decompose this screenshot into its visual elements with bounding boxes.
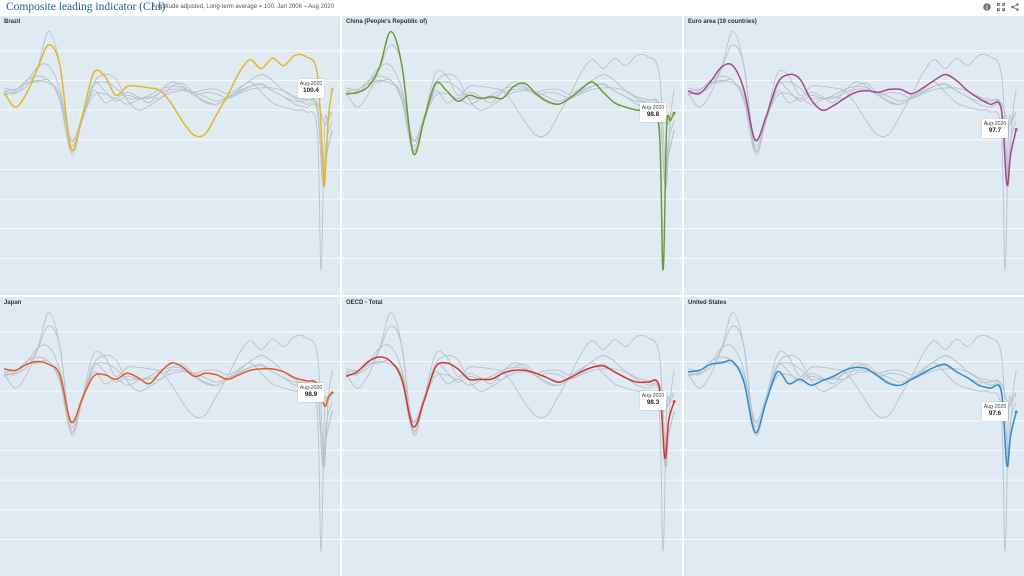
callout-date: Aug-2020 <box>983 121 1007 127</box>
panel-title: Euro area (19 countries) <box>688 19 757 25</box>
panel-euro-area: Euro area (19 countries) Aug-2020 97.7 <box>684 16 1024 295</box>
context-series-line <box>687 356 1017 459</box>
series-line <box>3 44 333 188</box>
panel-title: OECD - Total <box>346 300 383 306</box>
callout-value: 98.3 <box>646 399 660 406</box>
context-series-line <box>687 80 1017 143</box>
panel-plot <box>684 31 1024 271</box>
panel-plot <box>684 312 1024 552</box>
page-title: Composite leading indicator (CLI) <box>6 1 166 13</box>
callout-date: Aug-2020 <box>299 385 323 391</box>
last-point-marker <box>672 111 676 115</box>
context-series-line <box>345 344 675 467</box>
panel-title: United States <box>688 300 727 306</box>
panel-title: China (People's Republic of) <box>346 19 428 25</box>
callout-value: 97.7 <box>988 127 1002 134</box>
context-series-line <box>687 75 1017 178</box>
callout-value: 98.9 <box>304 391 318 398</box>
value-callout: Aug-2020 98.8 <box>640 103 666 122</box>
last-point-marker <box>1014 128 1018 131</box>
header: Composite leading indicator (CLI) Amplit… <box>0 0 1024 16</box>
gridlines <box>0 50 340 259</box>
callout-value: 97.6 <box>988 410 1002 417</box>
panel-oecd-total: OECD - Total Aug-2020 98.3 <box>342 297 682 576</box>
share-icon[interactable] <box>1010 2 1020 12</box>
context-series-line <box>687 325 1017 468</box>
context-series-line <box>345 325 675 468</box>
value-callout: Aug-2020 98.9 <box>298 383 324 402</box>
context-series-line <box>345 63 675 186</box>
context-series-line <box>3 359 333 467</box>
value-callout: Aug-2020 100.4 <box>298 79 324 98</box>
context-series-line <box>345 78 675 186</box>
series-line <box>687 62 1017 187</box>
series-line <box>345 356 675 459</box>
panel-japan: Japan Aug-2020 98.9 <box>0 297 340 576</box>
context-series-line <box>687 31 1017 271</box>
context-series-line <box>687 44 1017 187</box>
context-series-line <box>687 312 1017 552</box>
callout-value: 98.8 <box>646 111 660 118</box>
series-line <box>345 30 675 271</box>
page-subtitle: Amplitude adjusted, Long-term average = … <box>152 4 334 10</box>
context-series-line <box>3 325 333 468</box>
panel-plot <box>0 312 340 552</box>
callout-date: Aug-2020 <box>299 81 323 87</box>
panel-brazil: Brazil Aug-2020 100.4 <box>0 16 340 295</box>
value-callout: Aug-2020 97.7 <box>982 119 1008 138</box>
context-series-line <box>3 80 333 143</box>
value-callout: Aug-2020 98.3 <box>640 391 666 410</box>
context-series-line <box>687 361 1017 424</box>
value-callout: Aug-2020 97.6 <box>982 402 1008 421</box>
panel-plot <box>342 30 682 271</box>
context-series-line <box>3 63 333 186</box>
fullscreen-icon[interactable] <box>996 2 1006 12</box>
context-series-line <box>3 344 333 467</box>
panel-title: Japan <box>4 300 22 306</box>
context-series-line <box>3 78 333 186</box>
last-point-marker <box>330 391 334 394</box>
panel-title: Brazil <box>4 19 21 25</box>
callout-value: 100.4 <box>303 87 319 94</box>
gridlines <box>684 50 1024 259</box>
info-icon-glyph: i <box>986 5 988 11</box>
callout-date: Aug-2020 <box>641 105 665 111</box>
context-series-line <box>3 312 333 552</box>
panel-china: China (People's Republic of) Aug-2020 98… <box>342 16 682 295</box>
toolbar: i <box>982 2 1020 12</box>
panel-plot <box>0 31 340 271</box>
callout-date: Aug-2020 <box>983 404 1007 410</box>
context-series-line <box>345 44 675 187</box>
panel-united-states: United States Aug-2020 97.6 <box>684 297 1024 576</box>
panel-plot <box>342 312 682 552</box>
callout-date: Aug-2020 <box>641 393 665 399</box>
last-point-marker <box>330 88 334 91</box>
context-series-line <box>345 75 675 178</box>
gridlines <box>342 50 682 259</box>
context-series-line <box>345 312 675 552</box>
series-line <box>687 359 1017 468</box>
context-series-line <box>3 31 333 271</box>
series-line <box>3 360 333 424</box>
context-series-line <box>3 75 333 178</box>
context-series-line <box>3 356 333 459</box>
context-series-line <box>687 78 1017 186</box>
last-point-marker <box>1014 410 1018 414</box>
context-series-line <box>345 361 675 424</box>
info-icon[interactable]: i <box>982 2 992 12</box>
last-point-marker <box>672 400 676 403</box>
context-series-line <box>687 344 1017 467</box>
